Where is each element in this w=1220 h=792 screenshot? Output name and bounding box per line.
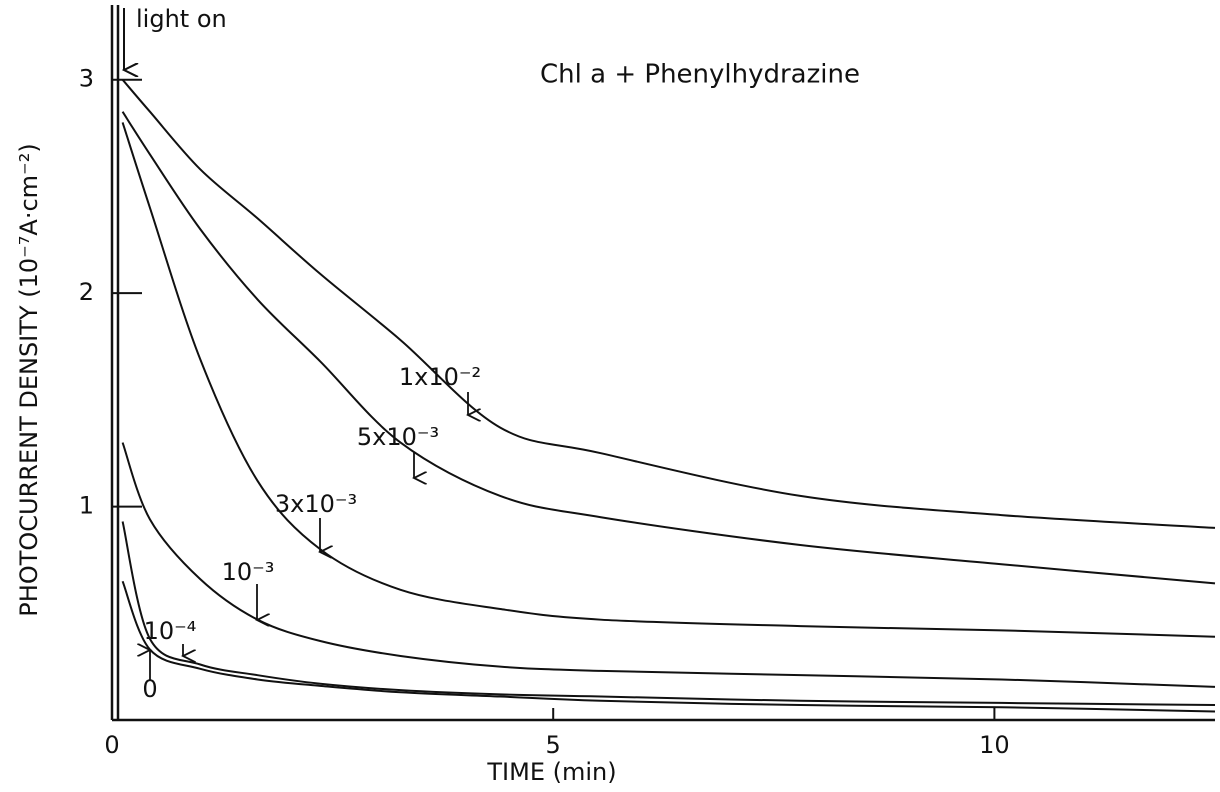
line-series — [121, 122, 1216, 638]
series-label: 10⁻⁴ — [144, 617, 197, 645]
series-label: 10⁻³ — [222, 558, 275, 586]
line-series — [121, 521, 1216, 707]
chart-title: Chl a + Phenylhydrazine — [540, 60, 860, 90]
y-tick-label: 2 — [79, 278, 94, 306]
x-tick-label: 0 — [104, 731, 119, 759]
x-tick-label: 10 — [979, 731, 1010, 759]
x-axis-label: TIME (min) — [486, 758, 616, 786]
series-label: 1x10⁻² — [399, 363, 481, 391]
y-tick-label: 1 — [79, 492, 94, 520]
x-tick-label: 5 — [546, 731, 561, 759]
line-series — [121, 580, 1216, 713]
line-series — [121, 79, 1216, 529]
series-label: 3x10⁻³ — [275, 490, 357, 518]
line-series — [121, 111, 1216, 585]
series-label: 5x10⁻³ — [357, 423, 439, 451]
annotation: light on — [136, 5, 227, 33]
line-series — [121, 442, 1216, 688]
series-label: 0 — [142, 675, 157, 703]
y-axis-label: PHOTOCURRENT DENSITY (10⁻⁷A·cm⁻²) — [15, 143, 43, 616]
y-tick-label: 3 — [79, 65, 94, 93]
